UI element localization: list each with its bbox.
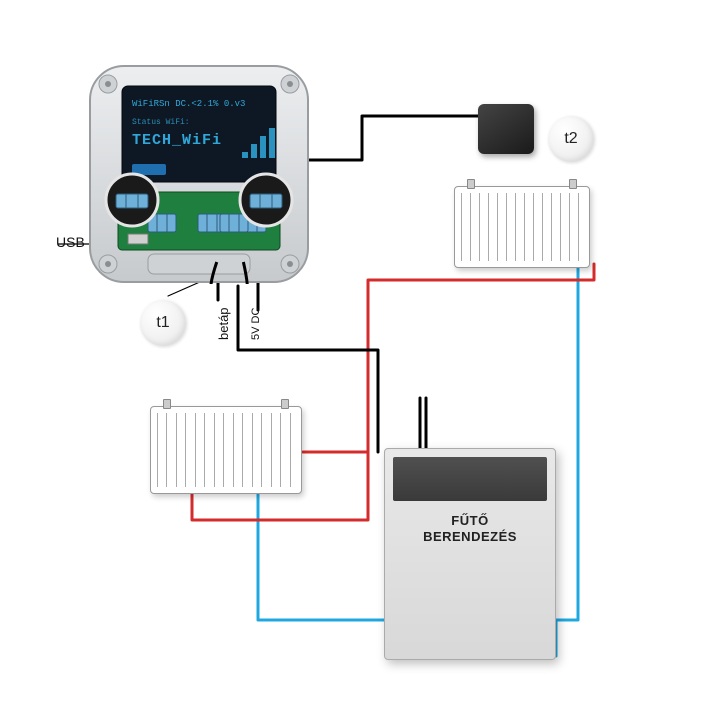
svg-text:TECH_WiFi: TECH_WiFi — [132, 132, 222, 149]
badge-t2: t2 — [548, 116, 594, 162]
betap-label: betáp — [216, 307, 231, 340]
svg-text:Status WiFi:: Status WiFi: — [132, 118, 190, 127]
controller-graphic: WiFiRSn DC.<2.1% 0.v3 Status WiFi: TECH_Wi… — [88, 64, 310, 284]
boiler-label-2: BERENDEZÉS — [423, 529, 517, 544]
remote-sensor-t2 — [478, 104, 534, 154]
wifi-controller: WiFiRSn DC.<2.1% 0.v3 Status WiFi: TECH_Wi… — [88, 64, 310, 284]
usb-label: USB — [56, 234, 85, 250]
radiator-2 — [150, 406, 302, 494]
svg-text:WiFiRSn DC.<2.1% 0.v3: WiFiRSn DC.<2.1% 0.v3 — [132, 99, 245, 109]
boiler-label-1: FŰTŐ — [451, 513, 488, 528]
badge-t1: t1 — [140, 300, 186, 346]
radiator-1 — [454, 186, 590, 268]
heating-appliance: FŰTŐ BERENDEZÉS — [384, 448, 556, 660]
dc5v-label: 5V DC — [250, 308, 262, 340]
